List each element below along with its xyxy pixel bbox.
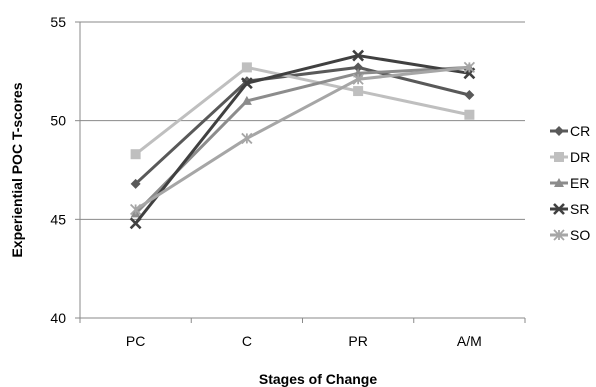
legend-marker [554, 152, 564, 162]
data-point-cr [353, 62, 364, 73]
legend-label: ER [570, 175, 589, 191]
x-tick-label: A/M [457, 333, 482, 349]
data-point-so [129, 203, 142, 216]
legend-marker [554, 126, 564, 136]
series-line-dr [134, 65, 470, 156]
x-tick-label: PC [126, 333, 145, 349]
series-line-er [134, 65, 470, 215]
data-point-er [241, 95, 252, 105]
x-tick-label: PR [348, 333, 367, 349]
y-tick-label: 55 [50, 14, 66, 30]
legend-label: CR [570, 123, 590, 139]
legend-label: DR [570, 149, 590, 165]
x-tick-label: C [242, 333, 252, 349]
data-point-dr [130, 149, 141, 160]
legend-marker [553, 229, 565, 241]
legend-item-dr: DR [550, 149, 590, 165]
y-tick-label: 50 [50, 113, 66, 129]
legend-label: SR [570, 201, 589, 217]
gridlines [80, 21, 525, 319]
data-point-sr [240, 77, 253, 90]
data-point-sr [129, 217, 142, 230]
y-tick-labels: 40 45 50 55 [50, 14, 66, 326]
axes [75, 21, 526, 323]
data-point-dr [353, 86, 364, 97]
data-point-dr [464, 109, 475, 120]
data-point-sr [352, 49, 365, 62]
series-group [129, 49, 476, 230]
legend-marker [554, 178, 564, 187]
legend-item-so: SO [550, 227, 590, 243]
legend-item-cr: CR [550, 123, 590, 139]
data-point-so [463, 61, 476, 74]
series-line-so [134, 65, 470, 211]
legend-item-er: ER [550, 175, 589, 191]
data-point-so [352, 73, 364, 85]
y-tick-label: 40 [50, 310, 66, 326]
series-line-cr [134, 65, 470, 185]
legend: CR DR ER SR SO [550, 123, 590, 243]
legend-label: SO [570, 227, 590, 243]
x-axis-title: Stages of Change [259, 371, 377, 387]
data-point-so [241, 132, 253, 145]
series-line-sr [134, 54, 470, 225]
data-point-cr [464, 90, 475, 101]
legend-marker [553, 203, 565, 215]
x-tick-labels: PC C PR A/M [126, 333, 482, 349]
y-axis-title: Experiential POC T-scores [9, 82, 25, 257]
y-tick-label: 45 [50, 211, 66, 227]
data-point-er [353, 68, 364, 78]
data-point-dr [241, 62, 252, 73]
legend-item-sr: SR [550, 201, 589, 217]
data-point-cr [130, 178, 141, 189]
